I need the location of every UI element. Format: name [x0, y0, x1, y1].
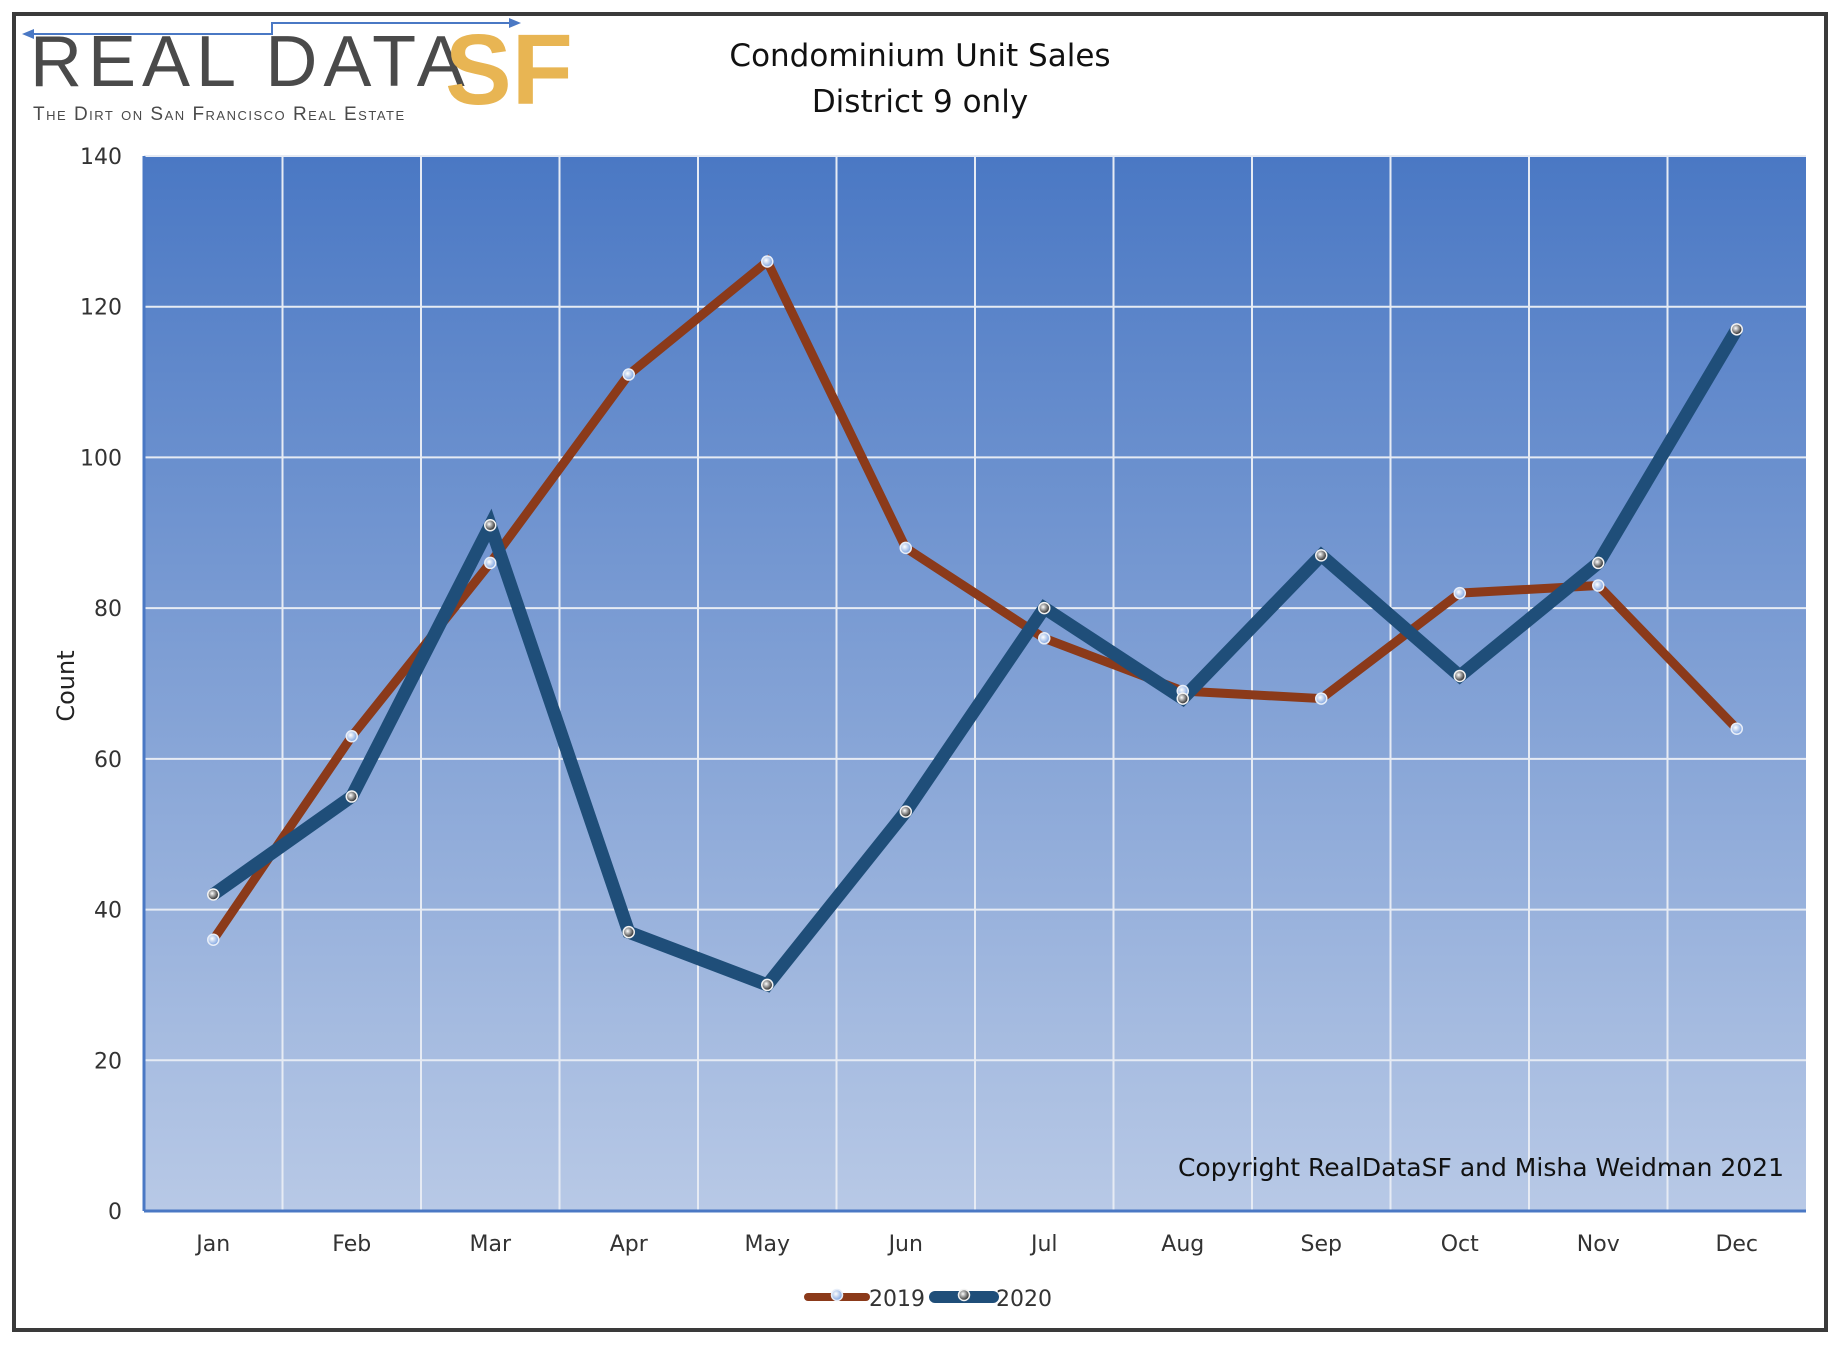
x-tick-label: Jan [194, 1232, 230, 1257]
data-point-2019 [761, 255, 774, 268]
data-point-2020 [484, 519, 497, 532]
logo-sf: SF [445, 14, 573, 126]
legend: 2019 2020 [804, 1287, 1052, 1312]
data-point-2020 [1453, 669, 1466, 683]
y-tick-label: 80 [94, 597, 122, 622]
y-tick-label: 140 [80, 145, 122, 170]
x-tick-label: Jun [887, 1232, 923, 1257]
data-point-2020 [1730, 323, 1743, 336]
copyright-annotation: Copyright RealDataSF and Misha Weidman 2… [1177, 1153, 1784, 1182]
data-point-2020 [899, 805, 912, 818]
data-point-2019 [1730, 722, 1743, 735]
x-tick-label: Nov [1577, 1232, 1620, 1257]
x-tick-label: Dec [1715, 1232, 1758, 1257]
data-point-2019 [1315, 692, 1328, 705]
data-point-2020 [761, 978, 774, 992]
x-tick-label: Mar [469, 1232, 511, 1257]
y-tick-labels: 0 20 40 60 80 100 120 140 [80, 145, 122, 1225]
logo-tagline: The Dirt on San Francisco Real Estate [33, 104, 406, 125]
data-point-2020 [207, 888, 220, 901]
x-tick-label: Sep [1301, 1232, 1342, 1257]
legend-label-2020: 2020 [996, 1287, 1052, 1312]
legend-label-2019: 2019 [869, 1287, 925, 1312]
data-point-2019 [622, 368, 635, 381]
logo-wordmark: REAL DATA [30, 22, 471, 102]
x-tick-labels: Jan Feb Mar Apr May Jun Jul Aug Sep Oct Nov Dec [194, 1232, 1758, 1257]
x-tick-label: Feb [332, 1232, 371, 1257]
data-point-2019 [899, 541, 912, 555]
data-point-2020 [1315, 549, 1328, 562]
data-point-2019 [345, 730, 358, 743]
x-tick-label: Apr [610, 1232, 649, 1257]
series-lines [209, 254, 1743, 993]
x-tick-label: Jul [1029, 1232, 1058, 1257]
y-tick-label: 60 [94, 748, 122, 773]
chart-subtitle: District 9 only [811, 84, 1029, 120]
data-point-2020 [622, 925, 635, 939]
data-point-2019 [207, 933, 220, 946]
data-point-2020 [1038, 601, 1051, 615]
legend-marker-2020 [957, 1288, 971, 1302]
x-tick-label: Oct [1441, 1232, 1479, 1257]
series-line-2020 [209, 325, 1743, 993]
x-tick-label: Aug [1161, 1232, 1204, 1257]
logo-arrow-icon [22, 18, 521, 39]
y-tick-label: 20 [94, 1049, 122, 1074]
data-point-2019 [484, 556, 497, 570]
data-point-2020 [1592, 556, 1605, 570]
y-tick-label: 100 [80, 446, 122, 471]
y-tick-label: 0 [108, 1200, 122, 1225]
data-point-2019 [1592, 579, 1605, 592]
gridlines [144, 155, 1806, 1211]
y-tick-label: 120 [80, 296, 122, 321]
data-point-2020 [345, 790, 358, 803]
series-line-2019 [209, 254, 1741, 943]
y-axis-label: Count [52, 650, 80, 721]
series-points [207, 255, 1743, 992]
y-tick-label: 40 [94, 899, 122, 924]
data-point-2020 [1176, 692, 1189, 705]
data-point-2019 [1038, 632, 1051, 645]
legend-marker-2019 [830, 1288, 844, 1302]
x-tick-label: May [745, 1232, 790, 1257]
data-point-2019 [1453, 586, 1466, 600]
chart-title: Condominium Unit Sales [729, 38, 1111, 74]
